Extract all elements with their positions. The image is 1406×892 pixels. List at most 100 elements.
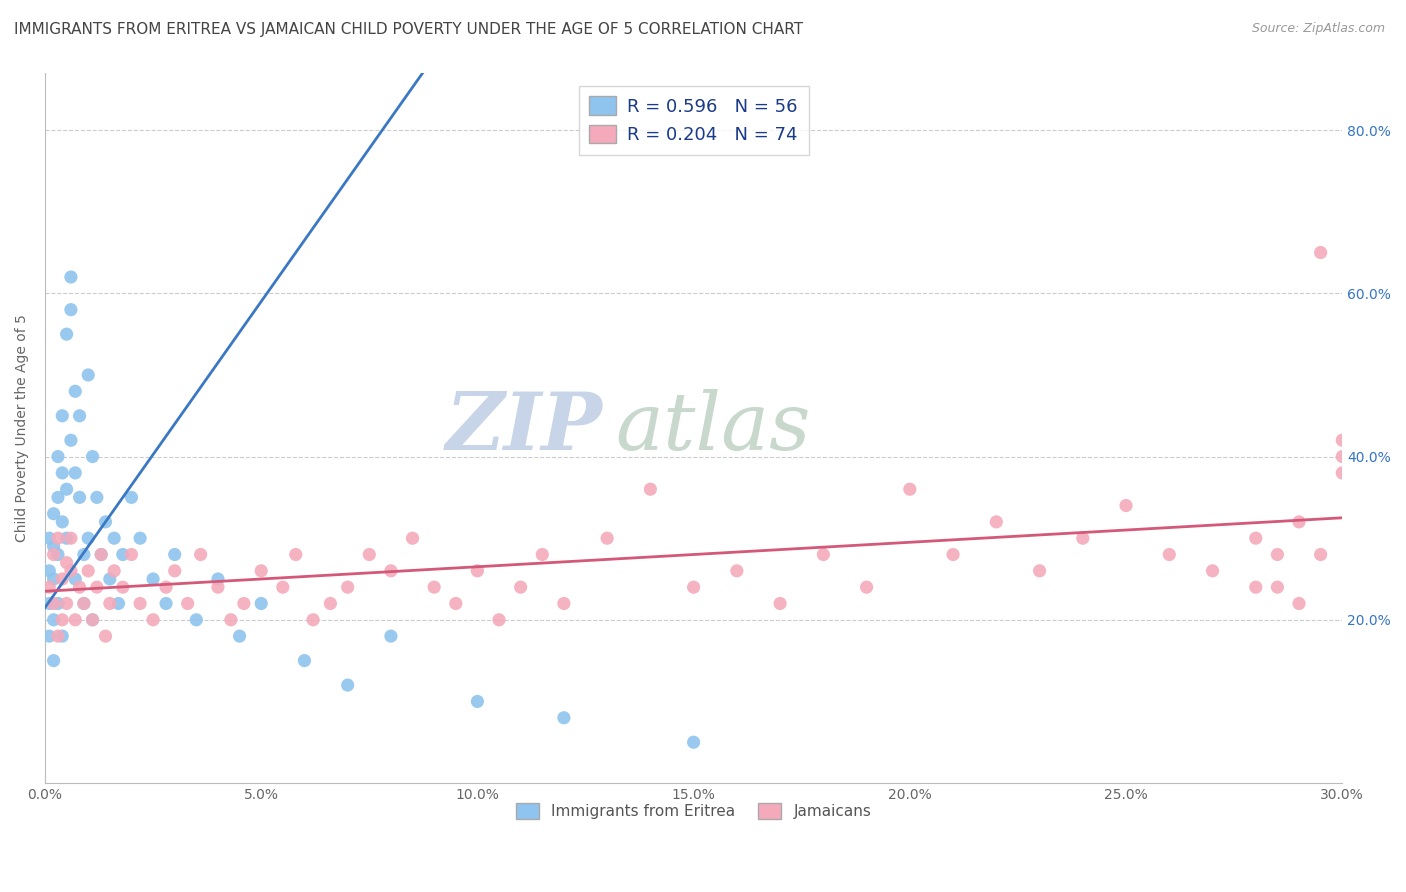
Point xyxy=(69,409,91,423)
Point xyxy=(467,564,489,578)
Point xyxy=(65,613,87,627)
Point xyxy=(1244,531,1267,545)
Point xyxy=(111,580,134,594)
Point xyxy=(302,613,325,627)
Point xyxy=(98,597,121,611)
Point xyxy=(59,270,82,285)
Point xyxy=(380,564,402,578)
Point xyxy=(42,540,65,554)
Point xyxy=(107,597,129,611)
Point xyxy=(103,531,125,545)
Point xyxy=(38,564,60,578)
Point xyxy=(855,580,877,594)
Point xyxy=(73,548,96,562)
Point xyxy=(142,572,165,586)
Point xyxy=(813,548,835,562)
Point xyxy=(90,548,112,562)
Point xyxy=(42,507,65,521)
Point xyxy=(1115,499,1137,513)
Point xyxy=(596,531,619,545)
Text: Source: ZipAtlas.com: Source: ZipAtlas.com xyxy=(1251,22,1385,36)
Point xyxy=(69,491,91,505)
Point xyxy=(82,613,104,627)
Point xyxy=(120,491,142,505)
Point xyxy=(38,629,60,643)
Point xyxy=(94,515,117,529)
Point xyxy=(1267,580,1289,594)
Point xyxy=(1267,548,1289,562)
Point xyxy=(55,482,77,496)
Point xyxy=(51,629,73,643)
Point xyxy=(1309,245,1331,260)
Point xyxy=(1331,466,1354,480)
Text: IMMIGRANTS FROM ERITREA VS JAMAICAN CHILD POVERTY UNDER THE AGE OF 5 CORRELATION: IMMIGRANTS FROM ERITREA VS JAMAICAN CHIL… xyxy=(14,22,803,37)
Point xyxy=(65,572,87,586)
Point xyxy=(898,482,921,496)
Point xyxy=(42,548,65,562)
Point xyxy=(38,597,60,611)
Point xyxy=(207,580,229,594)
Point xyxy=(42,572,65,586)
Point xyxy=(219,613,242,627)
Point xyxy=(59,531,82,545)
Point xyxy=(163,564,186,578)
Point xyxy=(82,613,104,627)
Point xyxy=(942,548,965,562)
Point xyxy=(55,327,77,342)
Point xyxy=(1201,564,1223,578)
Point xyxy=(155,580,177,594)
Point xyxy=(1028,564,1050,578)
Point xyxy=(682,735,704,749)
Point xyxy=(94,629,117,643)
Point xyxy=(46,531,69,545)
Point xyxy=(207,572,229,586)
Point xyxy=(509,580,531,594)
Point xyxy=(1159,548,1181,562)
Point xyxy=(380,629,402,643)
Point xyxy=(271,580,294,594)
Point xyxy=(77,368,100,382)
Point xyxy=(228,629,250,643)
Point xyxy=(336,678,359,692)
Point xyxy=(59,302,82,317)
Point xyxy=(120,548,142,562)
Point xyxy=(142,613,165,627)
Point xyxy=(51,613,73,627)
Point xyxy=(401,531,423,545)
Point xyxy=(488,613,510,627)
Point xyxy=(98,572,121,586)
Point xyxy=(1309,548,1331,562)
Point xyxy=(65,384,87,399)
Point xyxy=(65,466,87,480)
Point xyxy=(59,434,82,448)
Point xyxy=(190,548,212,562)
Point xyxy=(77,531,100,545)
Point xyxy=(769,597,792,611)
Point xyxy=(467,694,489,708)
Point xyxy=(51,466,73,480)
Point xyxy=(284,548,307,562)
Point xyxy=(1071,531,1094,545)
Point xyxy=(163,548,186,562)
Point xyxy=(90,548,112,562)
Point xyxy=(232,597,254,611)
Point xyxy=(46,629,69,643)
Point xyxy=(129,597,152,611)
Point xyxy=(103,564,125,578)
Point xyxy=(73,597,96,611)
Point xyxy=(86,580,108,594)
Point xyxy=(51,409,73,423)
Point xyxy=(186,613,208,627)
Point xyxy=(82,450,104,464)
Point xyxy=(423,580,446,594)
Text: ZIP: ZIP xyxy=(446,389,603,467)
Point xyxy=(553,597,575,611)
Point xyxy=(69,580,91,594)
Point xyxy=(46,548,69,562)
Point xyxy=(55,556,77,570)
Point xyxy=(51,515,73,529)
Point xyxy=(1288,515,1310,529)
Point xyxy=(319,597,342,611)
Legend: Immigrants from Eritrea, Jamaicans: Immigrants from Eritrea, Jamaicans xyxy=(510,797,877,825)
Point xyxy=(1244,580,1267,594)
